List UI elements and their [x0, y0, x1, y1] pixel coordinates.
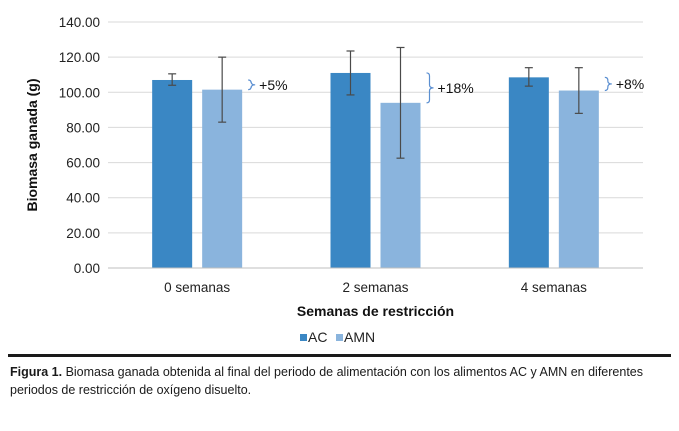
- bar-chart: 0.00 20.00 40.00 60.00 80.00 100.00 120.00 140.…: [24, 15, 644, 345]
- y-tick-label: 60.00: [66, 156, 100, 171]
- caption-text: Biomasa ganada obtenida al final del per…: [10, 365, 644, 397]
- legend-swatch-amn: [336, 334, 343, 341]
- difference-label: +18%: [438, 80, 474, 96]
- bar-ac: [152, 79, 193, 268]
- caption-label: Figura 1.: [10, 365, 63, 379]
- bar-ac: [508, 77, 549, 268]
- y-axis-title: Biomasa ganada (g): [24, 78, 40, 211]
- y-tick-label: 100.00: [59, 85, 100, 100]
- caption-divider: [8, 354, 671, 357]
- bar-amn: [558, 90, 599, 269]
- y-tick-label: 120.00: [59, 50, 100, 65]
- legend-swatch-ac: [300, 334, 307, 341]
- bar-ac: [330, 72, 371, 268]
- y-tick-label: 140.00: [59, 15, 100, 30]
- legend-label-ac: AC: [308, 329, 327, 345]
- x-tick-label: 2 semanas: [342, 280, 408, 295]
- difference-bracket: [248, 79, 256, 91]
- x-axis-title: Semanas de restricción: [297, 303, 454, 319]
- difference-label: +8%: [616, 76, 644, 92]
- x-tick-label: 4 semanas: [521, 280, 587, 295]
- y-tick-label: 0.00: [74, 261, 100, 276]
- y-tick-label: 80.00: [66, 120, 100, 135]
- figure-caption: Figura 1. Biomasa ganada obtenida al fin…: [10, 363, 660, 399]
- difference-bracket: [604, 76, 612, 92]
- difference-bracket: [426, 72, 434, 104]
- legend-label-amn: AMN: [344, 329, 375, 345]
- difference-label: +5%: [259, 77, 287, 93]
- y-tick-label: 40.00: [66, 191, 100, 206]
- y-tick-label: 20.00: [66, 226, 100, 241]
- x-tick-label: 0 semanas: [164, 280, 230, 295]
